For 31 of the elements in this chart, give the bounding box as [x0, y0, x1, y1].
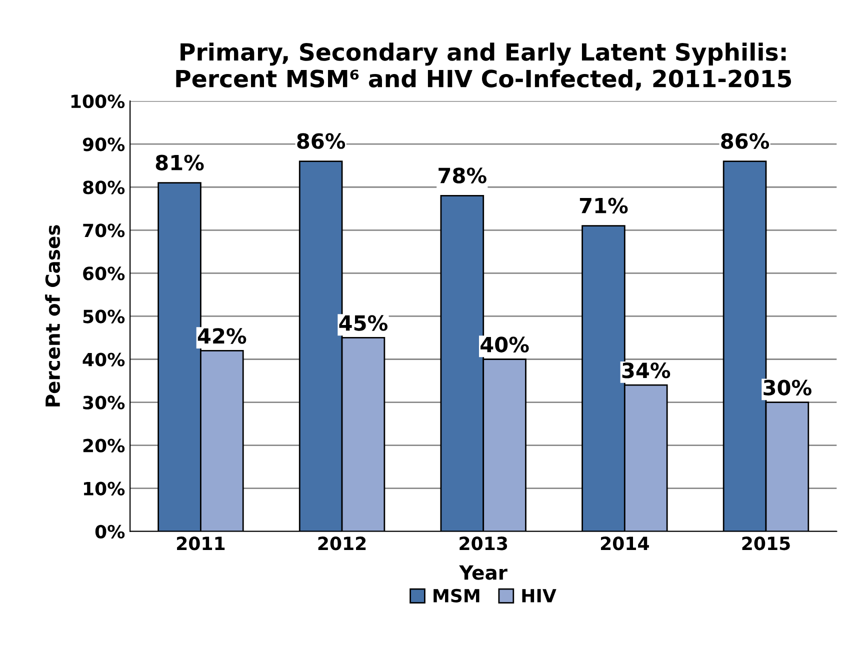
data-label: 40% — [480, 336, 529, 352]
data-label: 42% — [198, 328, 246, 344]
y-tick-label: 10% — [84, 482, 125, 496]
data-label: 86% — [721, 133, 770, 149]
data-label: 81% — [156, 154, 204, 170]
legend-label: HIV — [522, 589, 556, 602]
y-tick-label: 0% — [95, 524, 125, 538]
y-tick-label: 20% — [83, 438, 125, 452]
legend-label: MSM — [434, 588, 480, 602]
x-tick-label: 2012 — [318, 536, 366, 550]
data-label: 34% — [622, 362, 670, 378]
y-tick-label: 40% — [82, 352, 125, 366]
x-tick-label: 2015 — [742, 536, 790, 550]
chart-title: Primary, Secondary and Early Latent Syphilis: Percent MSM⁶ and HIV Co-Infected, 2011-2015 — [176, 42, 792, 91]
y-tick-label: 60% — [83, 266, 125, 280]
x-tick-label: 2011 — [177, 536, 225, 550]
data-label: 86% — [297, 133, 346, 149]
x-axis-title: Year — [459, 565, 508, 580]
y-tick-label: 80% — [83, 180, 125, 194]
data-label: 78% — [438, 168, 486, 184]
x-tick-label: 2013 — [460, 536, 508, 550]
y-tick-label: 90% — [82, 138, 125, 152]
y-tick-label: 100% — [71, 94, 125, 108]
data-label: 30% — [764, 380, 812, 396]
y-axis-title: Percent of Cases — [45, 225, 60, 406]
x-tick-label: 2014 — [600, 536, 649, 550]
y-tick-label: 70% — [83, 224, 125, 238]
y-tick-label: 50% — [83, 310, 125, 324]
data-label: 71% — [580, 198, 628, 214]
y-tick-label: 30% — [83, 396, 125, 410]
data-label: 45% — [339, 315, 388, 331]
